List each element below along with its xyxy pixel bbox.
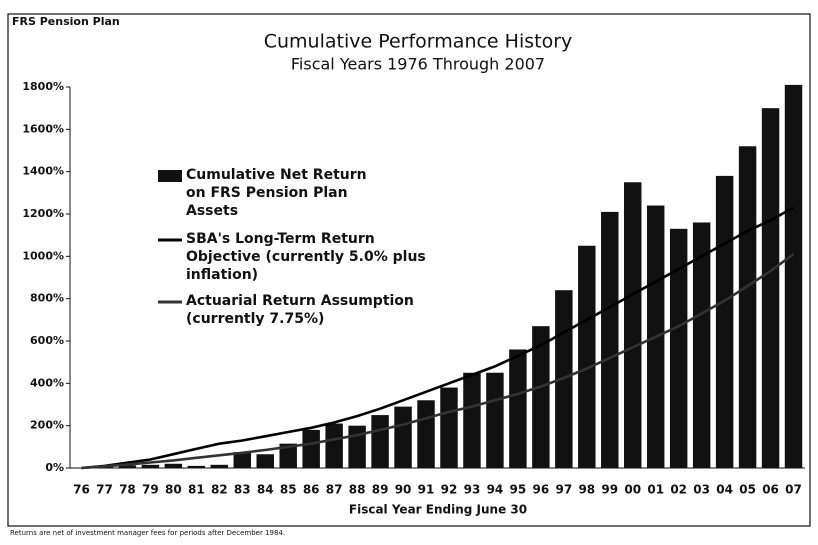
bar xyxy=(256,454,274,468)
x-tick-label: 93 xyxy=(464,483,481,497)
x-tick-label: 07 xyxy=(785,483,802,497)
bar xyxy=(669,228,688,468)
bar xyxy=(578,245,596,468)
legend-label: Actuarial Return Assumption (currently 7… xyxy=(186,293,414,327)
bar xyxy=(738,146,757,468)
bar xyxy=(394,406,412,468)
chart-title: Cumulative Performance History xyxy=(264,31,573,53)
bar xyxy=(486,372,504,468)
bar xyxy=(118,465,137,468)
bar xyxy=(715,175,734,468)
x-tick-label: 87 xyxy=(326,483,343,497)
x-tick-label: 03 xyxy=(693,483,710,497)
y-tick-label: 1800% xyxy=(22,80,64,93)
x-tick-label: 92 xyxy=(441,483,458,497)
bar xyxy=(325,423,343,468)
y-tick-label: 1200% xyxy=(22,207,64,220)
bar xyxy=(532,326,550,468)
x-tick-label: 06 xyxy=(762,483,779,497)
x-tick-label: 95 xyxy=(510,483,527,497)
y-tick-label: 600% xyxy=(30,334,64,347)
x-tick-label: 98 xyxy=(578,483,595,497)
x-tick-label: 80 xyxy=(165,483,182,497)
bar xyxy=(302,429,320,468)
bar xyxy=(784,84,803,468)
x-tick-label: 83 xyxy=(234,483,251,497)
y-tick-label: 800% xyxy=(30,292,64,305)
x-tick-label: 88 xyxy=(349,483,366,497)
x-tick-label: 00 xyxy=(624,483,641,497)
x-tick-label: 01 xyxy=(647,483,664,497)
x-tick-label: 86 xyxy=(303,483,320,497)
chart-subtitle: Fiscal Years 1976 Through 2007 xyxy=(291,55,545,74)
bar xyxy=(624,182,642,468)
x-tick-label: 84 xyxy=(257,483,274,497)
x-tick-label: 89 xyxy=(372,483,389,497)
x-tick-label: 94 xyxy=(487,483,504,497)
x-tick-label: 96 xyxy=(533,483,550,497)
bar xyxy=(141,464,160,468)
bar xyxy=(348,425,366,468)
x-tick-label: 81 xyxy=(188,483,205,497)
y-tick-label: 1000% xyxy=(22,249,64,262)
x-tick-label: 91 xyxy=(418,483,435,497)
bar xyxy=(761,108,780,469)
legend-label: SBA's Long-Term Return Objective (curren… xyxy=(186,231,426,283)
bar xyxy=(417,400,435,468)
line xyxy=(81,253,795,470)
x-tick-label: 99 xyxy=(601,483,618,497)
bar xyxy=(187,465,206,468)
y-tick-label: 200% xyxy=(30,419,64,432)
x-tick-label: 77 xyxy=(96,483,113,497)
x-axis-label: Fiscal Year Ending June 30 xyxy=(349,503,527,517)
frame xyxy=(7,13,811,527)
line xyxy=(81,206,795,470)
x-tick-label: 90 xyxy=(395,483,412,497)
bar xyxy=(601,211,619,468)
x-tick-label: 02 xyxy=(670,483,687,497)
x-tick-label: 79 xyxy=(142,483,159,497)
x-tick-label: 78 xyxy=(119,483,136,497)
y-tick-label: 0% xyxy=(45,461,64,474)
bar xyxy=(233,452,251,468)
x-tick-label: 97 xyxy=(555,483,572,497)
bar xyxy=(692,222,711,468)
x-tick-label: 05 xyxy=(739,483,756,497)
bar xyxy=(279,443,297,468)
legend-label: Cumulative Net Return on FRS Pension Pla… xyxy=(186,167,367,219)
x-tick-label: 76 xyxy=(73,483,90,497)
y-tick-label: 400% xyxy=(30,376,64,389)
footnote: Returns are net of investment manager fe… xyxy=(10,529,285,537)
bar xyxy=(371,415,389,468)
bar xyxy=(164,463,183,468)
bar xyxy=(463,372,481,468)
header: FRS Pension Plan xyxy=(12,15,120,28)
bar xyxy=(440,387,458,468)
legend-swatch xyxy=(158,170,182,182)
y-tick-label: 1600% xyxy=(22,122,64,135)
x-tick-label: 82 xyxy=(211,483,228,497)
y-tick-label: 1400% xyxy=(22,165,64,178)
x-tick-label: 04 xyxy=(716,483,733,497)
x-tick-label: 85 xyxy=(280,483,297,497)
bar xyxy=(509,349,527,468)
bar xyxy=(210,464,229,468)
